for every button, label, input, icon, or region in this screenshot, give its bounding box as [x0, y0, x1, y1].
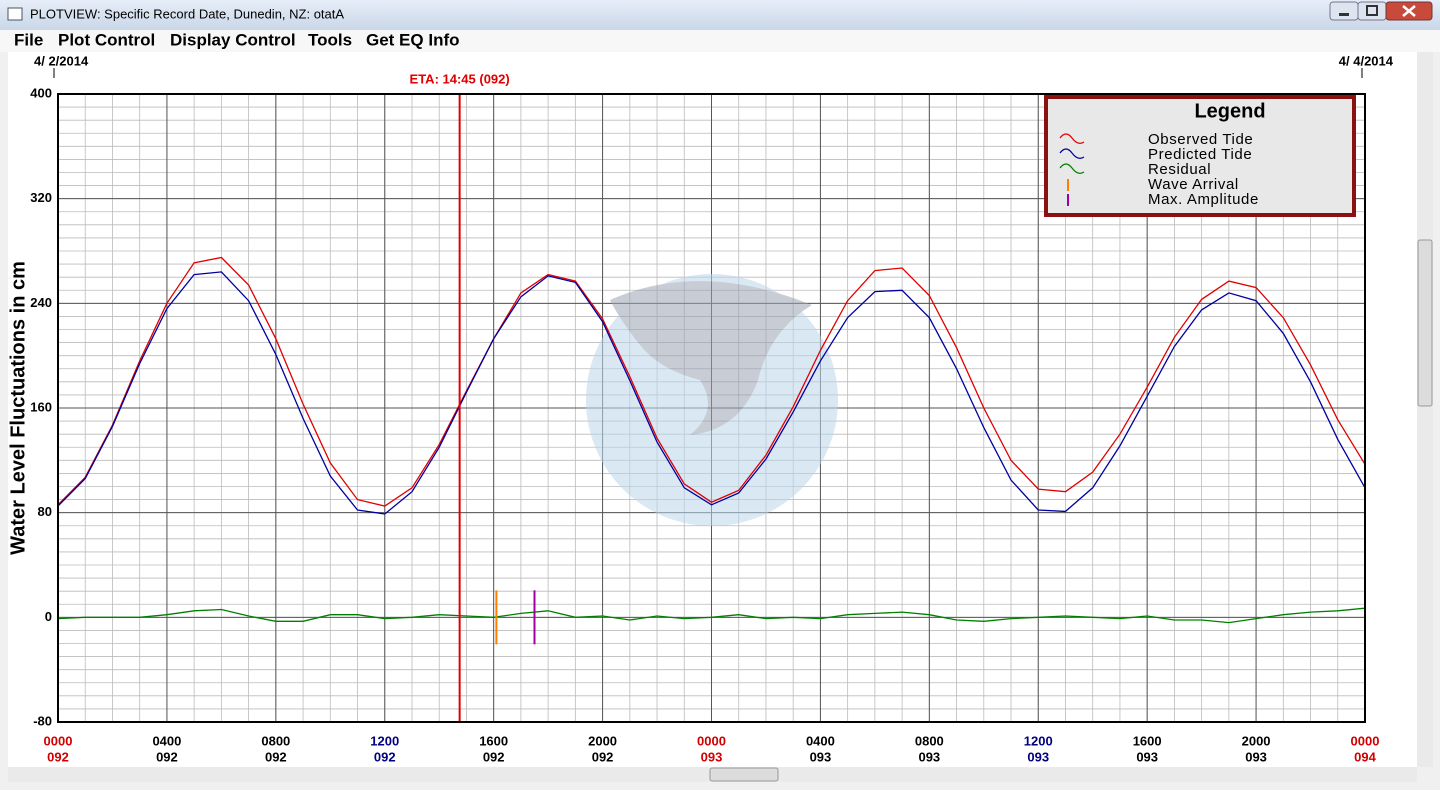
- x-tick-day: 093: [701, 749, 723, 764]
- menu-item[interactable]: Plot Control: [58, 30, 155, 49]
- date-end: 4/ 4/2014: [1339, 53, 1394, 68]
- x-tick-day: 093: [918, 749, 940, 764]
- x-tick-label: 0800: [261, 733, 290, 748]
- date-start: 4/ 2/2014: [34, 53, 89, 68]
- series-line: [57, 271, 1366, 515]
- x-tick-day: 092: [265, 749, 287, 764]
- y-tick-label: 320: [30, 190, 52, 205]
- menu-item[interactable]: Display Control: [170, 30, 296, 49]
- legend-title: Legend: [1194, 100, 1265, 122]
- y-tick-label: -80: [33, 713, 52, 728]
- x-tick-label: 1200: [370, 733, 399, 748]
- watermark-bird: [610, 281, 812, 435]
- y-tick-label: 400: [30, 85, 52, 100]
- x-tick-day: 093: [1245, 749, 1267, 764]
- x-tick-label: 0800: [915, 733, 944, 748]
- legend-label: Residual: [1148, 161, 1211, 178]
- legend-label: Max. Amplitude: [1148, 191, 1259, 208]
- eta-label: ETA: 14:45 (092): [410, 71, 510, 86]
- x-tick-label: 0000: [697, 733, 726, 748]
- series-line: [57, 256, 1366, 507]
- series-line: [57, 607, 1366, 624]
- close-icon: [1402, 5, 1416, 17]
- x-tick-day: 092: [592, 749, 614, 764]
- plot: ETA: 14:45 (092): [57, 71, 1366, 722]
- legend-box: [1044, 95, 1356, 217]
- scroll-thumb[interactable]: [1417, 239, 1433, 407]
- menu-item[interactable]: File: [14, 30, 43, 49]
- legend-symbol: [1059, 133, 1085, 144]
- legend-symbol: [1059, 148, 1085, 159]
- x-tick-label: 0000: [44, 733, 73, 748]
- menu-bar: [0, 30, 1440, 52]
- scroll-thumb[interactable]: [709, 767, 779, 782]
- title-bar: [0, 0, 1440, 30]
- x-tick-label: 2000: [588, 733, 617, 748]
- x-tick-label: 0400: [152, 733, 181, 748]
- minimize-button[interactable]: [1329, 1, 1359, 21]
- plot-border: [57, 93, 1366, 723]
- x-tick-day: 092: [156, 749, 178, 764]
- y-axis-label: Water Level Fluctuations in cm: [7, 261, 29, 555]
- x-tick-label: 1600: [479, 733, 508, 748]
- app-icon: [7, 7, 23, 21]
- legend-label: Observed Tide: [1148, 131, 1253, 148]
- x-tick-day: 093: [810, 749, 832, 764]
- x-tick-day: 092: [47, 749, 69, 764]
- x-tick-label: 2000: [1242, 733, 1271, 748]
- menu-item[interactable]: Get EQ Info: [366, 30, 460, 49]
- x-tick-day: 092: [483, 749, 505, 764]
- y-tick-label: 0: [45, 609, 52, 624]
- x-tick-label: 0400: [806, 733, 835, 748]
- x-tick-label: 1200: [1024, 733, 1053, 748]
- maximize-button[interactable]: [1357, 1, 1387, 21]
- x-tick-day: 093: [1027, 749, 1049, 764]
- maximize-icon: [1366, 5, 1378, 16]
- legend-label: Predicted Tide: [1148, 146, 1252, 163]
- x-tick-day: 094: [1354, 749, 1376, 764]
- x-tick-label: 1600: [1133, 733, 1162, 748]
- menu-item[interactable]: Tools: [308, 30, 352, 49]
- y-tick-label: 160: [30, 399, 52, 414]
- vertical-scrollbar[interactable]: [1417, 52, 1433, 767]
- legend-symbol: [1059, 163, 1085, 174]
- window-title: PLOTVIEW: Specific Record Date, Dunedin,…: [30, 6, 344, 21]
- x-tick-day: 092: [374, 749, 396, 764]
- y-tick-label: 240: [30, 295, 52, 310]
- legend-label: Wave Arrival: [1148, 176, 1239, 193]
- x-tick-day: 093: [1136, 749, 1158, 764]
- x-tick-label: 0000: [1351, 733, 1380, 748]
- y-tick-label: 80: [38, 504, 52, 519]
- minimize-icon: [1339, 13, 1349, 16]
- watermark: [586, 274, 838, 526]
